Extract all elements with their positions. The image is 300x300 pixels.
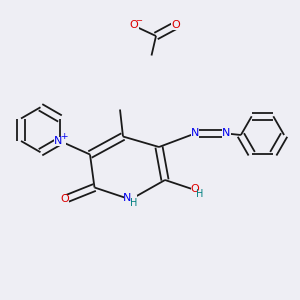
FancyBboxPatch shape [54,136,66,146]
Text: O: O [190,184,199,194]
Text: +: + [60,132,68,141]
FancyBboxPatch shape [191,186,202,195]
FancyBboxPatch shape [128,21,139,30]
Text: H: H [130,198,137,208]
Text: O: O [60,194,69,205]
FancyBboxPatch shape [171,21,180,30]
FancyBboxPatch shape [222,129,231,138]
Text: N: N [191,128,199,139]
FancyBboxPatch shape [190,129,200,138]
Text: −: − [135,16,142,26]
Text: N: N [53,136,62,146]
Text: O: O [129,20,138,31]
FancyBboxPatch shape [59,195,70,204]
FancyBboxPatch shape [124,195,137,204]
Text: H: H [196,189,203,200]
Text: O: O [171,20,180,31]
Text: N: N [123,193,132,203]
Text: N: N [222,128,231,139]
